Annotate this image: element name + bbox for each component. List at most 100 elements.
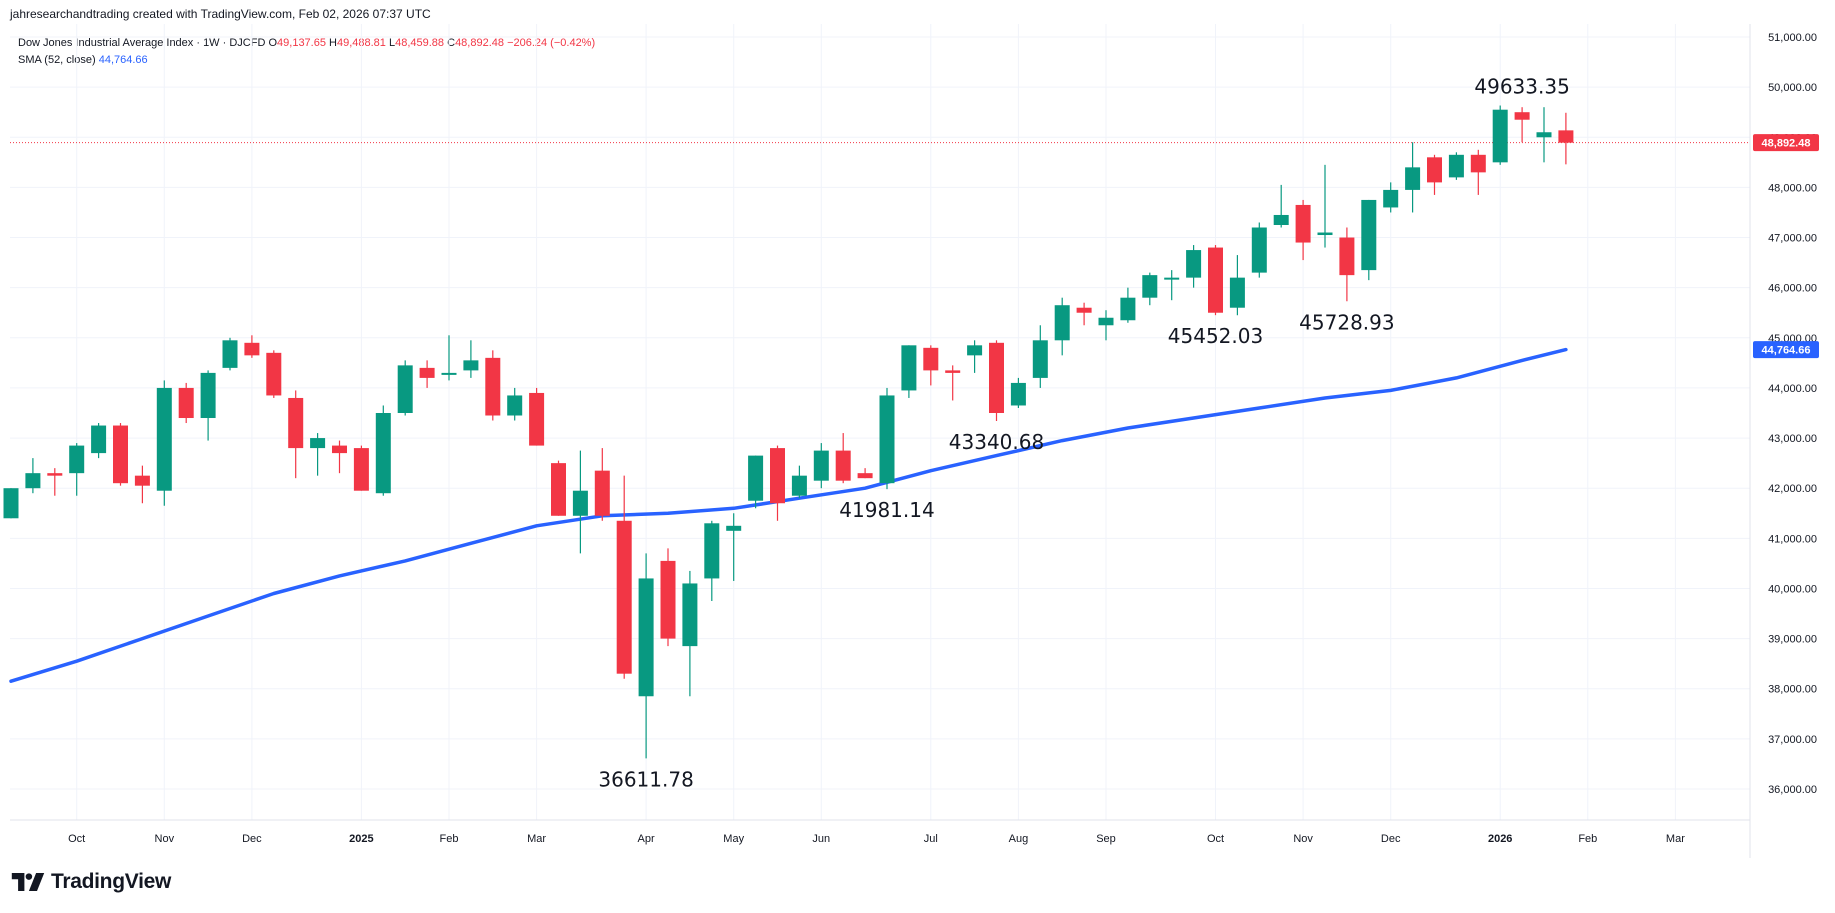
x-tick-label: May [723, 833, 744, 845]
candle[interactable] [507, 387, 523, 421]
candle[interactable] [1164, 270, 1180, 301]
candle[interactable] [375, 405, 391, 496]
y-tick-label: 36,000.00 [1768, 784, 1817, 796]
candle[interactable] [529, 387, 545, 446]
candle[interactable] [1076, 302, 1092, 326]
candle[interactable] [923, 345, 939, 386]
candle-body [879, 395, 895, 484]
candle[interactable] [1558, 112, 1574, 165]
candle[interactable] [134, 465, 150, 504]
candles[interactable] [3, 105, 1574, 759]
candle[interactable] [704, 520, 720, 601]
candle[interactable] [419, 360, 435, 388]
candle-body [178, 387, 194, 419]
candle[interactable] [1317, 164, 1333, 248]
candle[interactable] [69, 443, 85, 496]
legend-symbol[interactable]: Dow Jones Industrial Average Index · 1W … [18, 37, 266, 49]
candle[interactable] [463, 340, 479, 378]
legend-change: −206.24 (−0.42%) [507, 37, 596, 49]
candle[interactable] [638, 553, 654, 759]
candle[interactable] [857, 468, 873, 479]
candle[interactable] [1448, 152, 1464, 180]
candle[interactable] [1251, 222, 1267, 278]
candle[interactable] [682, 570, 698, 697]
candle-body [551, 463, 566, 516]
price-labels: 48,892.48 44,764.66 [1753, 134, 1819, 359]
candle[interactable] [1295, 199, 1311, 261]
candle[interactable] [200, 370, 216, 441]
candle-body [441, 372, 457, 375]
candle[interactable] [879, 387, 895, 490]
candle[interactable] [1120, 287, 1136, 323]
candle[interactable] [1054, 297, 1070, 356]
candle-body [3, 488, 19, 519]
candle[interactable] [1032, 325, 1048, 388]
candle[interactable] [397, 360, 413, 416]
candle[interactable] [1470, 149, 1486, 195]
candle[interactable] [748, 455, 764, 509]
candle-body [1361, 199, 1377, 271]
candle[interactable] [1427, 154, 1442, 195]
x-tick-label: Jun [812, 833, 830, 845]
tradingview-brand[interactable]: TradingView [11, 870, 171, 894]
candle[interactable] [178, 382, 194, 424]
sma-52-line [9, 347, 1568, 683]
candle[interactable] [835, 433, 851, 484]
candle[interactable] [1383, 182, 1399, 213]
candle[interactable] [1339, 227, 1355, 302]
candle[interactable] [1405, 142, 1421, 213]
candle-body [266, 352, 282, 396]
candle[interactable] [770, 445, 785, 521]
candle-body [310, 438, 326, 449]
candle[interactable] [1492, 105, 1508, 165]
candle[interactable] [1229, 255, 1245, 316]
candle[interactable] [726, 513, 742, 581]
candle[interactable] [47, 468, 63, 496]
candle[interactable] [813, 443, 829, 489]
candle[interactable] [156, 380, 172, 506]
candle[interactable] [1514, 107, 1530, 143]
candle[interactable] [572, 450, 588, 554]
candle[interactable] [989, 340, 1004, 421]
x-tick-label: Feb [1578, 833, 1597, 845]
candle[interactable] [332, 440, 347, 474]
candle[interactable] [91, 423, 107, 459]
candle-body [113, 425, 128, 484]
candle[interactable] [441, 335, 457, 381]
candle[interactable] [1098, 310, 1114, 341]
candle[interactable] [485, 350, 501, 421]
candle[interactable] [616, 475, 632, 679]
candle[interactable] [288, 390, 304, 479]
candle[interactable] [551, 460, 566, 516]
candle[interactable] [1142, 272, 1158, 306]
candle[interactable] [791, 465, 807, 499]
candle[interactable] [1361, 199, 1377, 281]
price-annotation: 45728.93 [1299, 310, 1394, 334]
candle[interactable] [901, 345, 917, 398]
candle[interactable] [660, 548, 676, 647]
candle[interactable] [1010, 377, 1026, 408]
candle[interactable] [266, 350, 282, 398]
candle[interactable] [25, 458, 41, 494]
candle[interactable] [353, 445, 369, 491]
candle[interactable] [113, 423, 128, 486]
candle[interactable] [244, 335, 260, 358]
candle[interactable] [3, 488, 19, 519]
candle[interactable] [594, 448, 610, 521]
candle[interactable] [222, 337, 238, 371]
candle[interactable] [1208, 245, 1223, 316]
candle[interactable] [1536, 107, 1552, 163]
candle[interactable] [945, 365, 961, 401]
candle-body [1054, 305, 1070, 341]
legend-open-label: O [268, 37, 278, 49]
candle[interactable] [310, 433, 326, 476]
last-price-label: 48,892.48 [1762, 138, 1811, 150]
candle[interactable] [1273, 184, 1289, 228]
x-tick-label: Aug [1009, 833, 1029, 845]
x-tick-label: Nov [1293, 833, 1313, 845]
candle[interactable] [967, 340, 983, 373]
legend-ohlc-row: Dow Jones Industrial Average Index · 1W … [18, 35, 595, 52]
candle-body [638, 578, 654, 697]
candle[interactable] [1186, 245, 1202, 288]
